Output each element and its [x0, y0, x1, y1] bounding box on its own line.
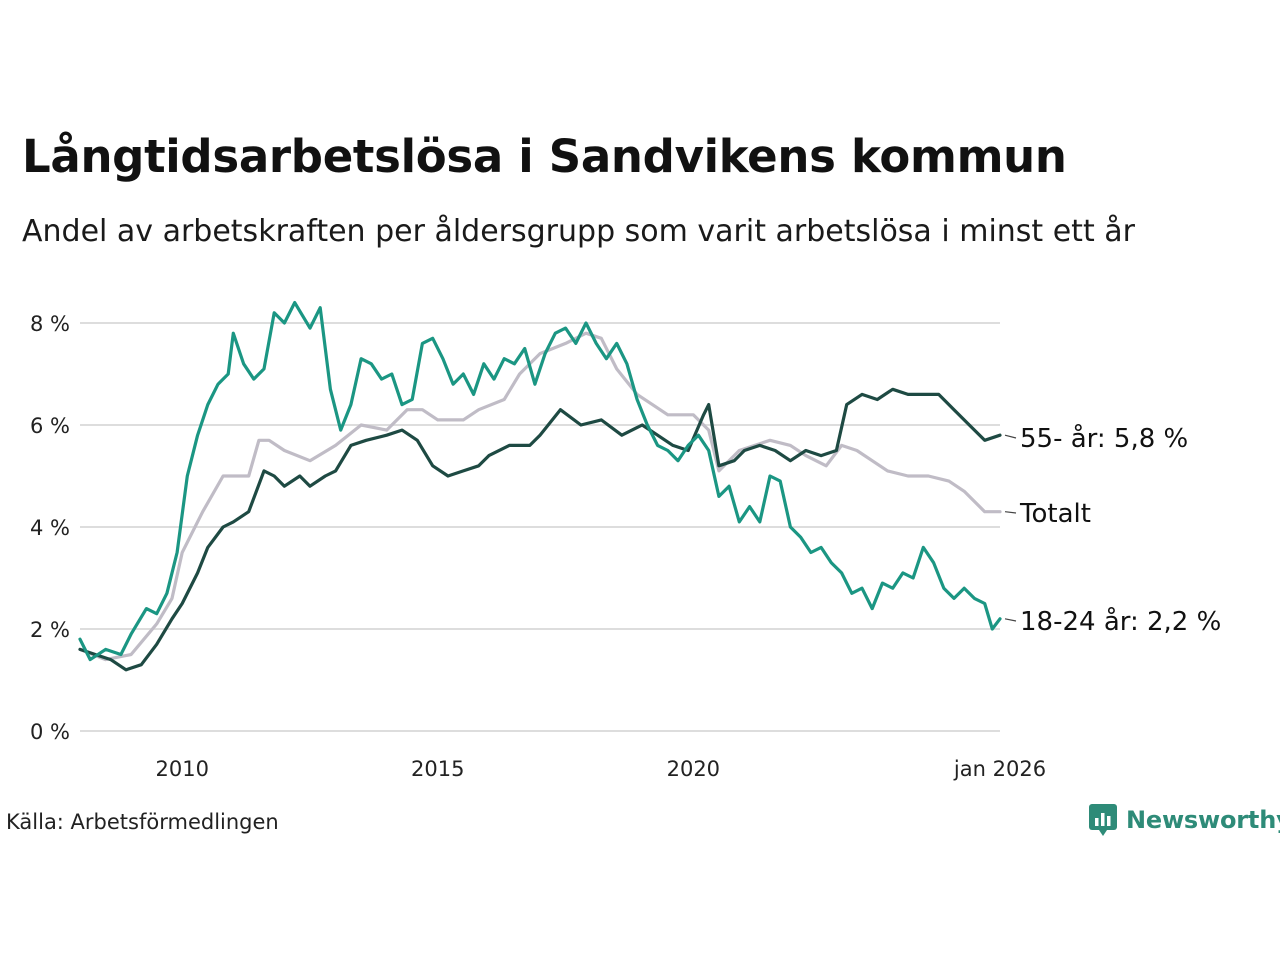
y-tick-label: 2 % — [30, 618, 70, 642]
series-line — [78, 301, 1002, 662]
x-tick-label: 2020 — [667, 757, 720, 781]
chart-subtitle: Andel av arbetskraften per åldersgrupp s… — [22, 214, 1135, 249]
x-axis: 2010 2015 2020 jan 2026 — [155, 757, 1046, 781]
y-tick-label: 4 % — [30, 516, 70, 540]
series-line — [78, 387, 1002, 672]
series-lines — [78, 301, 1002, 672]
x-tick-label: 2010 — [155, 757, 208, 781]
label-connector — [1004, 511, 1017, 514]
y-tick-label: 6 % — [30, 414, 70, 438]
x-tick-label: jan 2026 — [953, 757, 1046, 781]
source-note: Källa: Arbetsförmedlingen — [6, 810, 279, 834]
newsworthy-logo-icon — [1089, 804, 1117, 836]
series-end-label: Totalt — [1019, 499, 1091, 529]
series-end-label: 18-24 år: 2,2 % — [1020, 606, 1221, 637]
label-connector — [1004, 434, 1017, 439]
y-tick-label: 0 % — [30, 720, 70, 744]
brand-name: Newsworthy — [1126, 806, 1280, 834]
y-tick-label: 8 % — [30, 312, 70, 336]
y-axis: 0 % 2 % 4 % 6 % 8 % — [30, 312, 70, 744]
series-end-label: 55- år: 5,8 % — [1020, 423, 1188, 454]
end-labels: Totalt 55- år: 5,8 % 18-24 år: 2,2 % — [1004, 423, 1221, 637]
series-line — [78, 331, 1002, 662]
brand-logo: Newsworthy — [1088, 803, 1280, 837]
grid-lines — [80, 322, 1000, 732]
label-connector — [1004, 618, 1017, 622]
x-tick-label: 2015 — [411, 757, 464, 781]
chart-title: Långtidsarbetslösa i Sandvikens kommun — [22, 130, 1067, 183]
